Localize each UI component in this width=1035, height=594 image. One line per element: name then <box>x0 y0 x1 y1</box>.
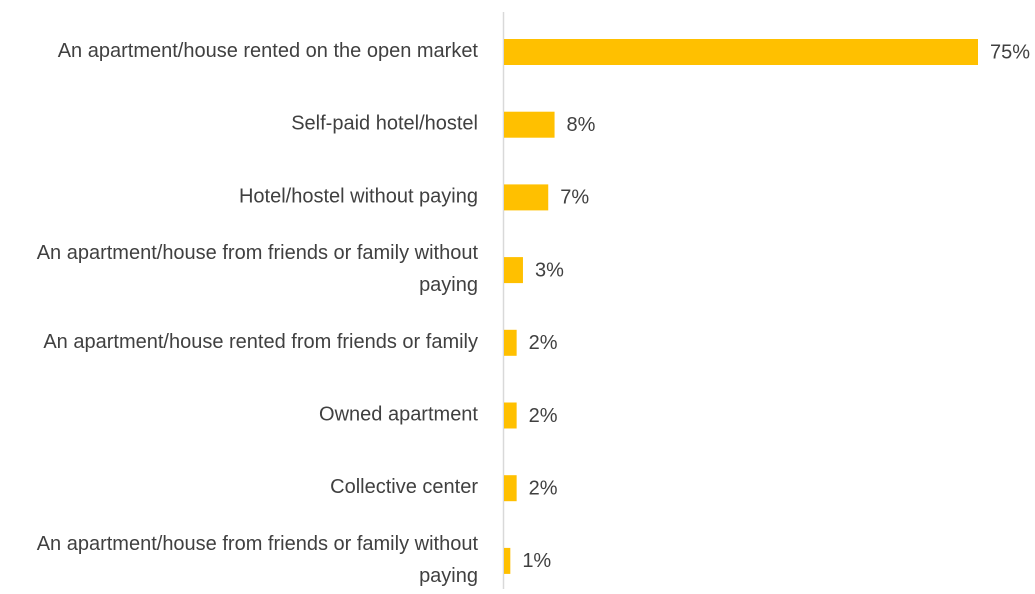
value-label: 2% <box>529 405 558 427</box>
bar <box>504 39 978 65</box>
category-label: Owned apartment <box>319 404 478 426</box>
bar <box>504 111 555 138</box>
bar <box>504 402 517 429</box>
bar <box>504 475 517 502</box>
value-label: 3% <box>535 259 564 281</box>
bar <box>504 184 549 211</box>
bar <box>504 329 517 356</box>
category-label: An apartment/house from friends or famil… <box>37 242 479 296</box>
category-label: Hotel/hostel without paying <box>239 186 478 208</box>
bar <box>504 547 511 574</box>
value-label: 8% <box>567 114 596 136</box>
category-label: Collective center <box>330 476 478 498</box>
value-label: 7% <box>560 187 589 209</box>
value-label: 2% <box>529 332 558 354</box>
value-label: 1% <box>522 550 551 572</box>
category-label: An apartment/house rented from friends o… <box>43 331 478 353</box>
value-label: 2% <box>529 477 558 499</box>
category-label: An apartment/house rented on the open ma… <box>58 40 479 62</box>
category-label: An apartment/house from friends or famil… <box>37 533 479 587</box>
value-label: 75% <box>990 41 1030 63</box>
category-label: Self-paid hotel/hostel <box>291 113 478 135</box>
bar <box>504 257 523 284</box>
